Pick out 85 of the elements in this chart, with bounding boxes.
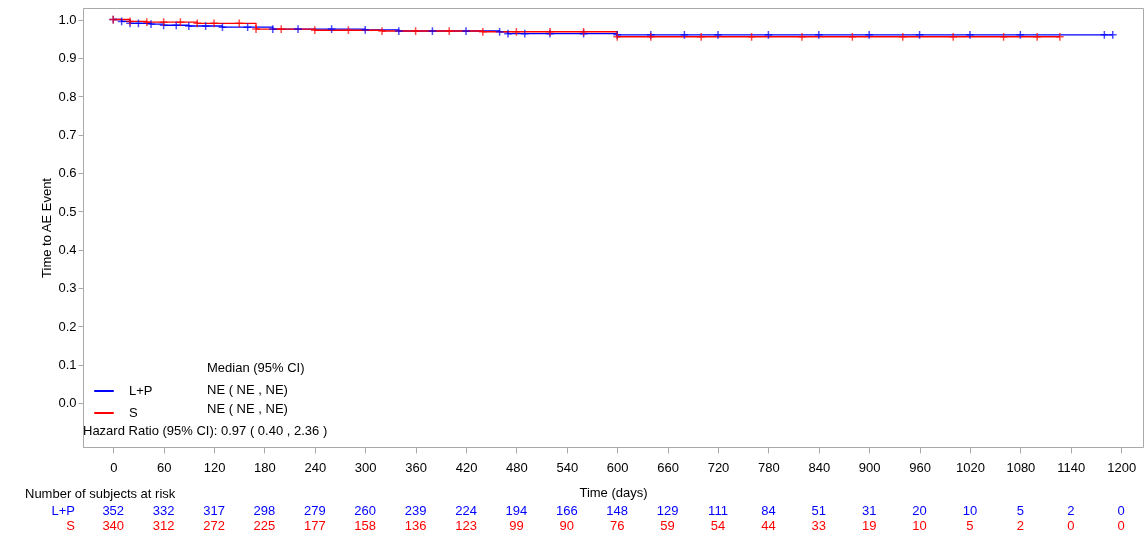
text: 54	[710, 518, 726, 533]
x-tick-label: 240	[304, 459, 327, 475]
text: 272	[203, 518, 225, 533]
x-tick-label: 1200	[1107, 459, 1137, 475]
text: 2	[1067, 503, 1075, 518]
text: 10	[962, 503, 978, 518]
text: 260	[354, 503, 377, 518]
x-tick-label: 180	[254, 459, 276, 475]
annotation: Hazard Ratio (95% CI): 0.97 ( 0.40 , 2.36 )	[83, 423, 328, 438]
text: 10	[912, 518, 927, 533]
x-tick-label: 0	[110, 459, 118, 475]
text: 20	[912, 503, 927, 518]
text: 129	[656, 503, 679, 518]
text: L+P	[51, 503, 75, 518]
text: S	[66, 518, 75, 533]
text: 33	[811, 518, 827, 533]
text: 2	[1016, 518, 1024, 533]
x-tick-label: 720	[707, 459, 730, 475]
text: 0	[1117, 518, 1125, 533]
text: 194	[505, 503, 528, 518]
y-tick-label: 0.8	[58, 88, 77, 104]
y-tick-label: 0.6	[58, 165, 77, 181]
text: 279	[303, 503, 326, 518]
x-tick-label: 420	[455, 459, 478, 475]
text: 317	[203, 503, 225, 518]
y-axis-title: Time to AE Event	[39, 177, 55, 278]
text: 239	[404, 503, 427, 518]
x-tick-label: 120	[203, 459, 226, 475]
y-tick-label: 0.4	[58, 242, 77, 258]
x-tick-label: 960	[909, 459, 931, 475]
x-tick-label: 1020	[956, 459, 985, 475]
text: 5	[966, 518, 974, 533]
x-axis-title: Time (days)	[579, 484, 648, 500]
text: 158	[354, 518, 377, 533]
text: 0	[1067, 518, 1075, 533]
text: 312	[152, 518, 175, 533]
text: 76	[609, 518, 625, 533]
x-tick-label: 1140	[1057, 459, 1086, 475]
text: 340	[102, 518, 125, 533]
x-tick-label: 60	[156, 459, 172, 475]
y-tick-label: 0.5	[58, 203, 77, 219]
x-tick-label: 600	[606, 459, 629, 475]
annotation: NE ( NE , NE)	[207, 382, 288, 397]
text: 177	[303, 518, 326, 533]
x-tick-label: 360	[405, 459, 427, 475]
y-tick-label: 0.7	[58, 127, 77, 143]
y-tick-label: 0.3	[58, 280, 77, 296]
text: 123	[455, 518, 477, 533]
text: 332	[152, 503, 175, 518]
text: Number of subjects at risk	[25, 486, 176, 501]
annotation: Median (95% CI)	[207, 360, 305, 375]
x-tick-label: 300	[354, 459, 377, 475]
x-tick-label: 540	[556, 459, 579, 475]
legend-label: S	[129, 405, 138, 420]
text: 59	[660, 518, 675, 533]
x-tick-label: 840	[808, 459, 831, 475]
text: 224	[455, 503, 477, 518]
text: 5	[1016, 503, 1024, 518]
text: 19	[861, 518, 877, 533]
text: 99	[509, 518, 524, 533]
text: 0	[1117, 503, 1125, 518]
x-tick-label: 480	[506, 459, 528, 475]
legend-label: L+P	[129, 383, 153, 398]
text: 44	[761, 518, 776, 533]
text: 90	[559, 518, 575, 533]
y-tick-label: 0.0	[58, 395, 77, 411]
text: 148	[606, 503, 629, 518]
text: 166	[555, 503, 578, 518]
text: 84	[761, 503, 776, 518]
text: 51	[811, 503, 827, 518]
x-tick-label: 660	[657, 459, 679, 475]
text: 111	[708, 503, 728, 518]
annotation: NE ( NE , NE)	[207, 401, 288, 416]
text: 31	[861, 503, 877, 518]
text: 136	[404, 518, 427, 533]
text: 298	[253, 503, 276, 518]
y-tick-label: 0.9	[58, 50, 77, 66]
y-tick-label: 0.1	[58, 357, 77, 373]
x-tick-label: 900	[858, 459, 881, 475]
y-tick-label: 1.0	[58, 12, 77, 27]
y-tick-label: 0.2	[58, 318, 77, 334]
x-tick-label: 780	[758, 459, 780, 475]
x-tick-label: 1080	[1006, 459, 1036, 475]
text: 352	[102, 503, 125, 518]
text: 225	[253, 518, 276, 533]
